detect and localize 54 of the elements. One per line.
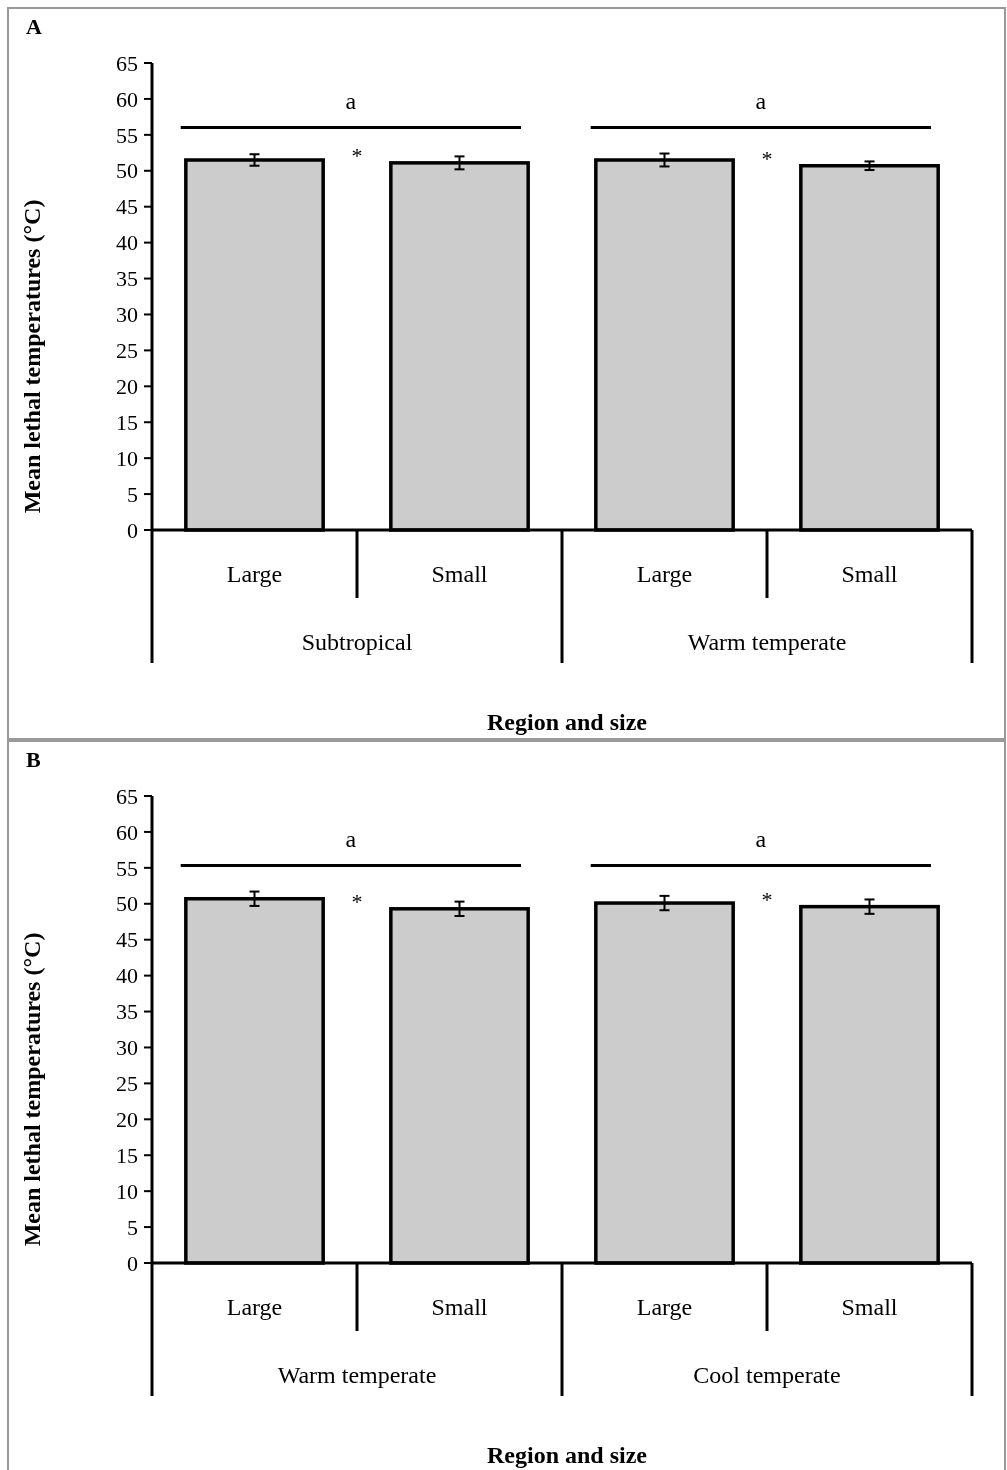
x-tick-label: Small [431, 1294, 488, 1320]
y-tick-label: 20 [116, 374, 138, 400]
y-tick-label: 60 [116, 819, 138, 845]
x-tick-label: Large [226, 561, 283, 587]
x-axis-title: Region and size [486, 709, 648, 735]
y-tick-label: 30 [116, 1035, 138, 1061]
y-tick-label: 40 [116, 963, 138, 989]
text: Warm temperate [277, 1362, 437, 1388]
y-tick-label: 5 [127, 1214, 138, 1240]
y-tick-label: 35 [116, 999, 138, 1025]
x-tick-label: Small [841, 1294, 898, 1320]
y-tick-label: 10 [116, 1178, 138, 1204]
y-axis-title: Mean lethal temperatures (°C) [19, 199, 45, 514]
x-tick-label: Small [431, 561, 488, 587]
annotation: a [345, 87, 357, 114]
y-tick-label: 60 [116, 86, 138, 112]
chart-title: A [26, 14, 42, 39]
text: Warm temperate [687, 629, 847, 655]
y-tick-label: 50 [116, 891, 138, 917]
y-axis-title: Mean lethal temperatures (°C) [19, 932, 45, 1247]
y-tick-label: 65 [116, 783, 138, 809]
annotation: a [755, 87, 767, 114]
text: Cool temperate [693, 1362, 841, 1388]
y-tick-label: 15 [116, 409, 138, 435]
y-tick-label: 30 [116, 302, 138, 328]
annotation: * [761, 886, 773, 912]
x-tick-label: Large [226, 1294, 283, 1320]
x-tick-label: Large [636, 1294, 693, 1320]
y-tick-label: 25 [116, 338, 138, 364]
x-tick-label: Small [841, 561, 898, 587]
annotation: a [345, 825, 357, 852]
y-tick-label: 5 [127, 481, 138, 507]
y-tick-label: 40 [116, 230, 138, 256]
y-tick-label: 45 [116, 927, 138, 953]
y-tick-label: 0 [127, 517, 138, 543]
y-tick-label: 55 [116, 855, 138, 881]
y-tick-label: 0 [127, 1250, 138, 1276]
annotation: a [755, 825, 767, 852]
y-tick-label: 20 [116, 1107, 138, 1133]
y-tick-label: 25 [116, 1071, 138, 1097]
annotation: * [351, 888, 363, 914]
y-tick-label: 10 [116, 445, 138, 471]
y-tick-label: 15 [116, 1142, 138, 1168]
y-tick-label: 55 [116, 122, 138, 148]
y-tick-label: 35 [116, 266, 138, 292]
annotation: * [351, 142, 363, 168]
y-tick-label: 65 [116, 50, 138, 76]
x-axis-title: Region and size [486, 1442, 648, 1468]
y-tick-label: 45 [116, 194, 138, 220]
annotation: * [761, 145, 773, 171]
text: Subtropical [301, 629, 413, 655]
y-tick-label: 50 [116, 158, 138, 184]
x-tick-label: Large [636, 561, 693, 587]
chart-title: B [26, 747, 41, 772]
